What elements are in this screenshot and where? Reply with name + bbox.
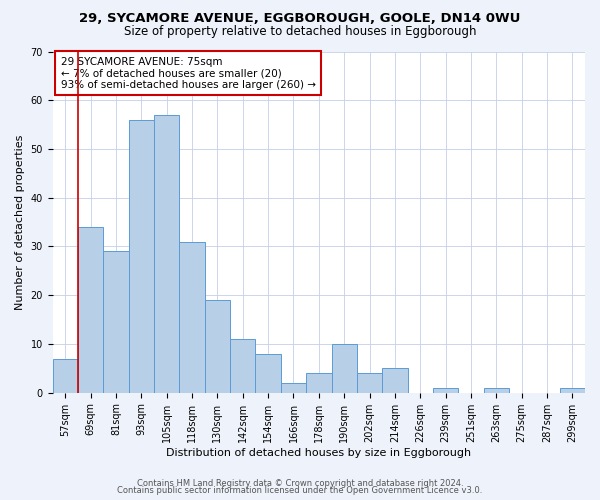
Y-axis label: Number of detached properties: Number of detached properties: [15, 134, 25, 310]
Bar: [433, 388, 458, 392]
Bar: [306, 373, 332, 392]
Bar: [281, 383, 306, 392]
Bar: [205, 300, 230, 392]
Bar: [357, 373, 382, 392]
Bar: [382, 368, 407, 392]
Bar: [332, 344, 357, 393]
Bar: [53, 358, 78, 392]
Text: 29 SYCAMORE AVENUE: 75sqm
← 7% of detached houses are smaller (20)
93% of semi-d: 29 SYCAMORE AVENUE: 75sqm ← 7% of detach…: [61, 56, 316, 90]
Text: Size of property relative to detached houses in Eggborough: Size of property relative to detached ho…: [124, 25, 476, 38]
Text: 29, SYCAMORE AVENUE, EGGBOROUGH, GOOLE, DN14 0WU: 29, SYCAMORE AVENUE, EGGBOROUGH, GOOLE, …: [79, 12, 521, 26]
Bar: [78, 227, 103, 392]
Bar: [256, 354, 281, 393]
Bar: [484, 388, 509, 392]
Bar: [154, 115, 179, 392]
X-axis label: Distribution of detached houses by size in Eggborough: Distribution of detached houses by size …: [166, 448, 472, 458]
Bar: [129, 120, 154, 392]
Bar: [560, 388, 585, 392]
Bar: [179, 242, 205, 392]
Text: Contains HM Land Registry data © Crown copyright and database right 2024.: Contains HM Land Registry data © Crown c…: [137, 478, 463, 488]
Bar: [103, 252, 129, 392]
Text: Contains public sector information licensed under the Open Government Licence v3: Contains public sector information licen…: [118, 486, 482, 495]
Bar: [230, 339, 256, 392]
